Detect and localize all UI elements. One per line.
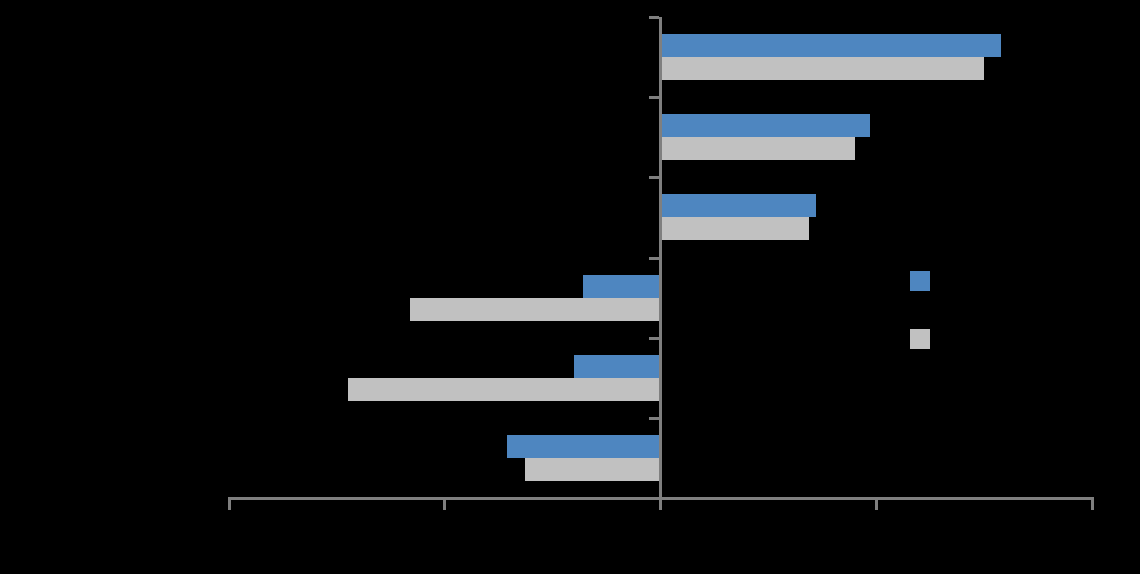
bar-series-blue-category-2 xyxy=(660,194,816,217)
bar-series-gray-category-1 xyxy=(660,137,855,160)
x-axis-tick xyxy=(443,497,447,510)
bar-series-gray-category-3 xyxy=(410,298,661,321)
bar-series-gray-category-5 xyxy=(524,458,661,481)
x-axis-tick xyxy=(874,497,878,510)
bar-series-blue-category-0 xyxy=(660,34,1002,57)
y-axis-line xyxy=(659,17,662,500)
y-axis-tick xyxy=(649,417,659,420)
legend-swatch-blue xyxy=(910,271,930,291)
bar-series-gray-category-4 xyxy=(347,378,661,401)
bar-series-gray-category-0 xyxy=(660,57,985,80)
x-axis-tick xyxy=(1090,497,1094,510)
y-axis-tick xyxy=(649,96,659,99)
bar-series-blue-category-1 xyxy=(660,114,870,137)
legend-swatch-gray xyxy=(910,329,930,349)
bar-series-blue-category-3 xyxy=(582,275,661,298)
bar-series-gray-category-2 xyxy=(660,217,810,240)
y-axis-tick xyxy=(649,176,659,179)
y-axis-tick xyxy=(649,16,659,19)
bar-series-blue-category-5 xyxy=(507,435,661,458)
bar-series-blue-category-4 xyxy=(574,355,661,378)
y-axis-tick xyxy=(649,337,659,340)
x-axis-tick xyxy=(227,497,231,510)
y-axis-tick xyxy=(649,257,659,260)
x-axis-tick xyxy=(659,497,662,510)
